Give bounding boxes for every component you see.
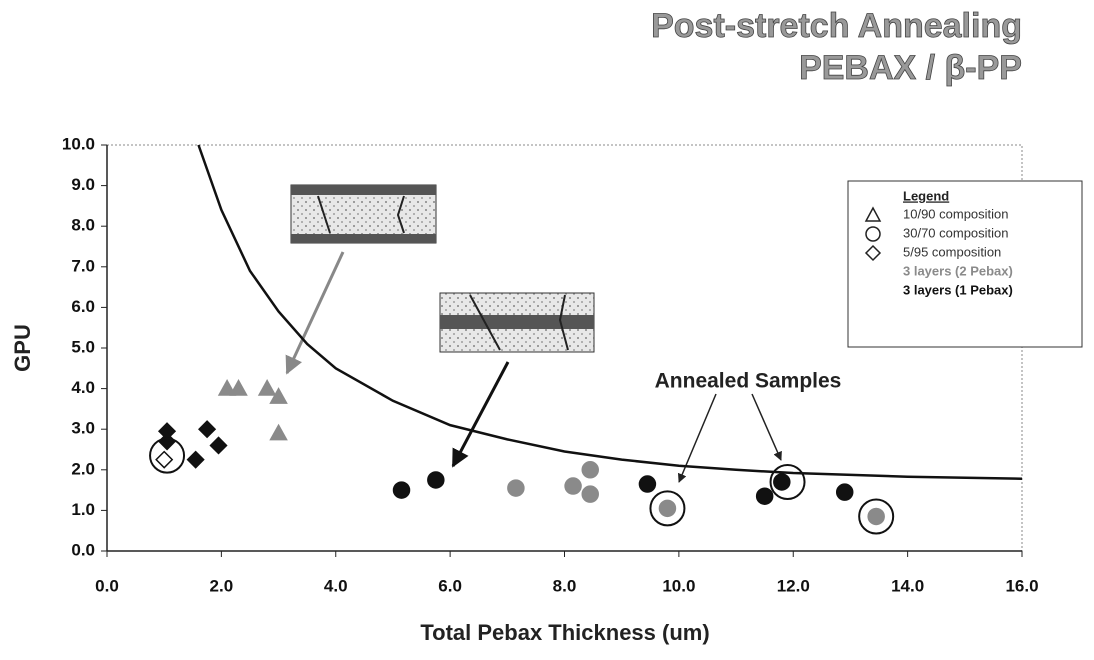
data-point (269, 423, 288, 441)
data-point (229, 379, 248, 396)
inset-diagram (285, 184, 437, 375)
x-axis-label: Total Pebax Thickness (um) (420, 620, 709, 645)
x-tick-label: 8.0 (553, 576, 577, 595)
y-tick-label: 1.0 (71, 500, 95, 519)
y-tick-label: 7.0 (71, 256, 95, 275)
data-point (658, 499, 677, 518)
data-point (564, 477, 582, 495)
y-axis-label: GPU (10, 324, 35, 372)
legend-marker (865, 226, 881, 242)
y-tick-label: 9.0 (71, 175, 95, 194)
data-point (155, 450, 174, 469)
x-tick-label: 2.0 (210, 576, 234, 595)
data-point (773, 473, 791, 491)
x-tick-label: 6.0 (438, 576, 462, 595)
annealed-ring (769, 463, 806, 500)
data-point (507, 479, 525, 497)
x-tick-label: 4.0 (324, 576, 348, 595)
annealed-ring (149, 437, 186, 474)
data-point (257, 379, 277, 396)
chart-title: Post-stretch Annealing (651, 7, 1022, 45)
data-point (217, 379, 237, 396)
y-tick-label: 0.0 (71, 540, 95, 559)
data-point (209, 436, 228, 455)
data-point (581, 461, 599, 479)
legend-title: Legend (903, 188, 949, 203)
x-tick-label: 16.0 (1005, 576, 1038, 595)
data-point (157, 432, 177, 451)
x-tick-label: 14.0 (891, 576, 924, 595)
legend-label: 3 layers (2 Pebax) (903, 263, 1013, 278)
x-tick-label: 0.0 (95, 576, 119, 595)
data-point (755, 487, 774, 505)
y-tick-label: 4.0 (71, 378, 95, 397)
y-tick-label: 10.0 (62, 134, 95, 153)
data-point (269, 387, 288, 404)
data-point (186, 450, 205, 469)
y-tick-label: 8.0 (71, 216, 95, 235)
trend-curve (197, 144, 1023, 480)
legend-box (847, 180, 1083, 348)
data-point (581, 485, 599, 503)
inset-diagram (439, 292, 595, 468)
legend-marker (864, 244, 882, 262)
legend-label: 3 layers (1 Pebax) (903, 282, 1013, 297)
x-tick-label: 10.0 (662, 576, 695, 595)
data-point (867, 507, 885, 526)
data-point (392, 481, 411, 499)
y-tick-label: 5.0 (71, 337, 95, 356)
legend-label: 5/95 composition (903, 244, 1001, 259)
x-tick-label: 12.0 (777, 576, 810, 595)
y-tick-label: 6.0 (71, 297, 95, 316)
data-point (638, 475, 657, 493)
y-tick-label: 3.0 (71, 419, 95, 438)
legend-label: 30/70 composition (903, 225, 1009, 240)
annotation: Annealed Samples (655, 370, 842, 393)
legend-label: 10/90 composition (903, 206, 1009, 221)
data-point (835, 483, 854, 501)
data-point (198, 420, 217, 439)
annealed-ring (858, 498, 895, 535)
chart-title: PEBAX / β-PP (799, 49, 1022, 87)
plot-frame (106, 144, 1023, 552)
legend-marker (864, 206, 882, 222)
data-point (427, 471, 445, 489)
y-tick-label: 2.0 (71, 459, 95, 478)
annealed-ring (649, 490, 686, 527)
